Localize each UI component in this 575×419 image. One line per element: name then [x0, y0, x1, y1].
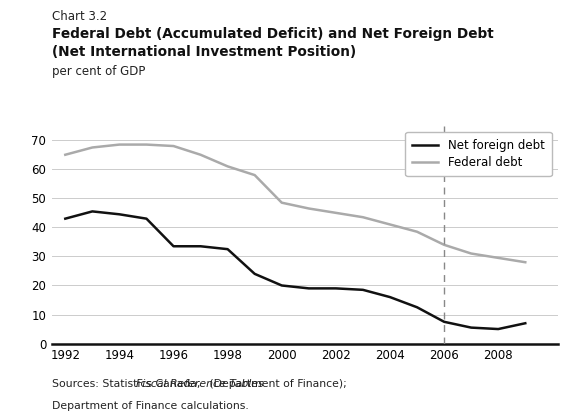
Text: Chart 3.2: Chart 3.2	[52, 10, 107, 23]
Text: (Net International Investment Position): (Net International Investment Position)	[52, 45, 356, 59]
Text: Federal Debt (Accumulated Deficit) and Net Foreign Debt: Federal Debt (Accumulated Deficit) and N…	[52, 27, 493, 41]
Text: Fiscal Reference Tables: Fiscal Reference Tables	[136, 379, 264, 389]
Text: Sources: Statistics Canada;: Sources: Statistics Canada;	[52, 379, 204, 389]
Legend: Net foreign debt, Federal debt: Net foreign debt, Federal debt	[405, 132, 552, 176]
Text: (Department of Finance);: (Department of Finance);	[206, 379, 347, 389]
Text: Sources: Statistics Canada; Fiscal Reference Tables: Sources: Statistics Canada; Fiscal Refer…	[52, 379, 329, 389]
Text: Projection: Projection	[449, 163, 507, 176]
Text: per cent of GDP: per cent of GDP	[52, 65, 145, 78]
Text: Department of Finance calculations.: Department of Finance calculations.	[52, 401, 248, 411]
